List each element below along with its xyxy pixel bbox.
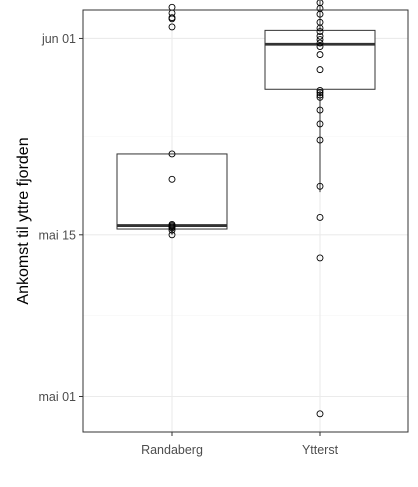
- y-tick-label: mai 01: [38, 390, 76, 404]
- data-point: [168, 220, 176, 228]
- data-point: [316, 120, 324, 128]
- data-point: [168, 231, 176, 239]
- data-point: [316, 0, 324, 7]
- data-point: [316, 51, 324, 59]
- data-point: [168, 150, 176, 158]
- data-point: [316, 93, 324, 101]
- data-point: [168, 14, 176, 22]
- y-tick-label: jun 01: [41, 32, 76, 46]
- data-point: [316, 36, 324, 44]
- x-tick-label: Ytterst: [302, 443, 339, 457]
- y-axis-title: Ankomst til yttre fjorden: [15, 137, 32, 304]
- data-point: [316, 136, 324, 144]
- y-tick-label: mai 15: [38, 228, 76, 242]
- data-point: [316, 43, 324, 50]
- data-point: [316, 28, 324, 35]
- data-point: [316, 18, 324, 26]
- data-point: [316, 32, 324, 40]
- data-point: [168, 23, 176, 31]
- boxes: [116, 0, 376, 235]
- x-tick-label: Randaberg: [141, 443, 203, 457]
- data-point: [316, 182, 324, 190]
- data-point: [168, 175, 176, 183]
- axes: mai 01 mai 15 jun 01 Randaberg Ytterst: [38, 32, 338, 457]
- data-point: [316, 214, 324, 221]
- data-point: [168, 3, 176, 11]
- data-point: [316, 91, 324, 99]
- data-point: [316, 86, 324, 94]
- panel-border: [82, 9, 409, 433]
- data-point: [316, 410, 324, 418]
- data-point: [316, 254, 324, 262]
- data-point: [316, 106, 324, 114]
- data-points: [168, 0, 324, 418]
- data-point: [316, 89, 324, 97]
- box: [116, 153, 228, 230]
- data-point: [316, 66, 324, 74]
- data-point: [316, 39, 324, 47]
